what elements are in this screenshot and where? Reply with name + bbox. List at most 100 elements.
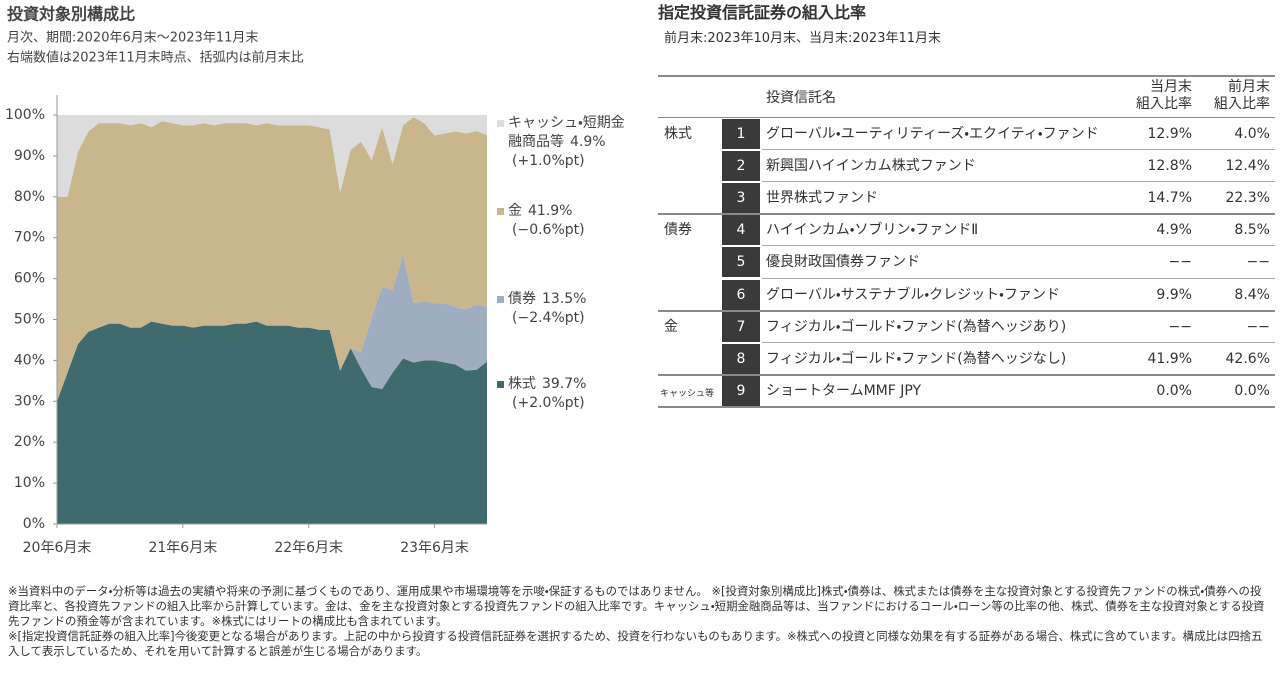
table-rule: [762, 149, 1275, 151]
fund-name: 世界株式ファンド: [766, 190, 878, 207]
previous-ratio: 22.3%: [1225, 190, 1270, 207]
fund-name: ショートタームMMF JPY: [766, 382, 922, 399]
legend-end-label: 13.5%: [542, 291, 587, 307]
current-ratio: 12.9%: [1147, 126, 1192, 142]
table-rule: [762, 277, 1275, 279]
row-number-cell: [722, 151, 760, 182]
group-label: 金: [664, 318, 678, 335]
table-subtitle: 前月末:2023年10月末、当月末:2023年11月末: [664, 31, 942, 46]
y-tick-label: 50%: [14, 312, 45, 328]
previous-ratio: 8.4%: [1234, 286, 1270, 303]
footnote: ※[指定投資信託証券の組入比率]今後変更となる場合があります。上記の中から投資す…: [8, 629, 1263, 658]
legend-item: キャッシュ・短期金融商品等 4.9% (+1.0%pt): [497, 114, 629, 171]
current-ratio: 14.7%: [1147, 190, 1192, 207]
y-tick-label: 80%: [14, 189, 45, 205]
legend-text: キャッシュ・短期金融商品等 4.9%: [508, 114, 629, 152]
row-number: 2: [736, 158, 746, 175]
group-label: 株式: [664, 126, 692, 142]
legend-swatch: [497, 381, 504, 388]
fund-name: グローバル・ユーティリティーズ・エクイティ・ファンド: [766, 126, 1099, 142]
header-name: 投資信託名: [766, 90, 836, 106]
legend-end-label: 4.9%: [570, 134, 606, 150]
x-tick-label: 21年6月末: [148, 540, 217, 556]
table-rule: [762, 341, 1275, 343]
table-rule: [658, 373, 1275, 376]
current-ratio: −−: [1168, 254, 1192, 271]
fund-name: 優良財政国債券ファンド: [766, 254, 920, 271]
row-number-cell: [722, 215, 760, 246]
legend-end-label: 41.9%: [528, 203, 573, 219]
legend-name: 株式: [508, 376, 536, 392]
row-number: 3: [736, 190, 746, 207]
fund-name: グローバル・サステナブル・クレジット・ファンド: [766, 286, 1060, 303]
table-title: 指定投資信託証券の組入比率: [658, 3, 867, 22]
legend-name: 債券: [508, 291, 536, 307]
legend-swatch: [497, 296, 504, 303]
table-rule: [658, 405, 1275, 408]
y-tick-label: 20%: [14, 434, 45, 450]
legend-text: 債券 13.5%: [508, 290, 629, 309]
legend-item: 債券 13.5% (−2.4%pt): [497, 290, 629, 328]
legend-swatch: [497, 208, 504, 215]
header-previous: 前月末: [1228, 79, 1270, 95]
current-ratio: 12.8%: [1147, 158, 1192, 175]
legend-text: 株式 39.7%: [508, 375, 629, 394]
legend-change: (+2.0%pt): [512, 395, 585, 411]
table-rule: [658, 213, 1275, 216]
previous-ratio: −−: [1246, 254, 1270, 271]
group-label: キャッシュ等: [660, 388, 715, 399]
row-number-cell: [722, 183, 760, 214]
fund-table: 指定投資信託証券の組入比率 前月末:2023年10月末、当月末:2023年11月…: [658, 0, 1275, 420]
y-tick-label: 100%: [5, 107, 45, 123]
fund-name: フィジカル・ゴールド・ファンド(為替ヘッジなし): [766, 350, 1067, 367]
table-rule: [658, 117, 1275, 118]
header-previous: 組入比率: [1214, 96, 1270, 112]
legend-swatch: [497, 120, 504, 127]
current-ratio: 0.0%: [1156, 382, 1192, 399]
fund-name: 新興国ハイインカム株式ファンド: [766, 158, 976, 175]
legend-item: 金 41.9% (−0.6%pt): [497, 202, 629, 240]
row-number: 4: [736, 222, 746, 239]
chart-title: 投資対象別構成比: [7, 5, 135, 24]
row-number: 1: [736, 126, 746, 142]
table-rule: [658, 75, 1275, 77]
y-tick-label: 60%: [14, 271, 45, 287]
row-number: 6: [736, 286, 746, 303]
header-current: 当月末: [1150, 79, 1192, 95]
area: [57, 115, 487, 197]
previous-ratio: −−: [1246, 318, 1270, 335]
table-rule: [658, 309, 1275, 312]
footnotes: ※当資料中のデータ・分析等は過去の実績や将来の予測に基づくものであり、運用成果や…: [8, 584, 1272, 659]
x-tick-label: 22年6月末: [274, 540, 343, 556]
previous-ratio: 0.0%: [1234, 382, 1270, 399]
area: [57, 254, 487, 402]
group-label: 債券: [664, 222, 692, 239]
previous-ratio: 12.4%: [1225, 158, 1270, 175]
legend-change: (−2.4%pt): [512, 310, 585, 326]
row-number-cell: [722, 343, 760, 374]
chart: 投資対象別構成比 月次、期間:2020年6月末〜2023年11月末 右端数値は2…: [5, 5, 487, 556]
current-ratio: 41.9%: [1147, 350, 1192, 367]
row-number-cell: [722, 375, 760, 406]
footnote: ※当資料中のデータ・分析等は過去の実績や将来の予測に基づくものであり、運用成果や…: [8, 584, 1265, 628]
y-tick-label: 90%: [14, 148, 45, 164]
header-current: 組入比率: [1136, 96, 1192, 112]
row-number-cell: [722, 311, 760, 342]
previous-ratio: 8.5%: [1234, 222, 1270, 239]
row-number: 7: [736, 318, 746, 335]
area: [57, 321, 487, 524]
previous-ratio: 4.0%: [1234, 126, 1270, 142]
chart-note: 右端数値は2023年11月末時点、括弧内は前月末比: [7, 50, 304, 66]
fund-name: フィジカル・ゴールド・ファンド(為替ヘッジあり): [766, 318, 1067, 335]
x-tick-label: 20年6月末: [23, 540, 92, 556]
legend-change: (−0.6%pt): [512, 222, 585, 238]
row-number-cell: [722, 279, 760, 310]
x-tick-label: 23年6月末: [400, 540, 469, 556]
legend-change: (+1.0%pt): [512, 153, 585, 169]
legend-name: 金: [508, 203, 522, 219]
table-rule: [762, 181, 1275, 183]
chart-subtitle: 月次、期間:2020年6月末〜2023年11月末: [7, 31, 258, 46]
row-number: 5: [736, 254, 746, 271]
